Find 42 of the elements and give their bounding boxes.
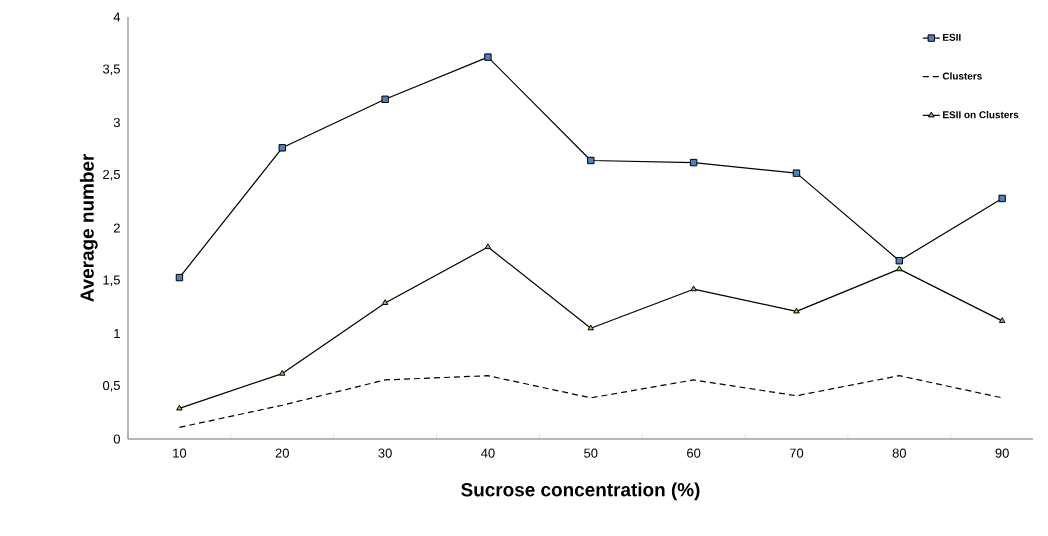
point — [484, 243, 492, 250]
x-tick-label: 80 — [892, 448, 907, 458]
x-axis-title: Sucrose concentration (%) — [461, 482, 700, 501]
y-tick-label: 2,5 — [103, 169, 120, 181]
x-tick-label: 50 — [584, 448, 598, 458]
point — [278, 369, 286, 376]
x-tick-label: 40 — [481, 448, 495, 458]
point — [998, 194, 1006, 203]
x-tick-label: 90 — [995, 448, 1009, 458]
point — [896, 265, 903, 272]
x-tick-label: 10 — [173, 448, 187, 458]
y-tick-label: 1,5 — [103, 275, 120, 287]
point — [381, 299, 389, 305]
point — [690, 285, 697, 292]
point — [998, 317, 1006, 323]
point — [587, 324, 595, 331]
x-tick-label: 60 — [687, 448, 701, 458]
y-tick-label: 3 — [113, 117, 120, 128]
line-series — [178, 375, 1003, 428]
y-tick-label: 4 — [113, 12, 121, 22]
legend-label: ESII on Clusters — [943, 110, 1019, 119]
x-tick-label: 30 — [378, 448, 392, 458]
y-tick-label: 0 — [113, 434, 120, 444]
y-tick-label: 2 — [113, 223, 120, 233]
y-tick-label: 1 — [114, 329, 120, 338]
point — [484, 53, 492, 61]
point — [689, 158, 698, 167]
y-tick-label: 0,5 — [102, 380, 120, 392]
legend-label: ESII — [943, 33, 961, 41]
point — [175, 273, 184, 282]
point — [176, 404, 183, 411]
point — [792, 169, 801, 177]
point — [278, 144, 286, 152]
legend-label: Clusters — [942, 72, 982, 80]
point — [381, 95, 389, 103]
y-axis-title: Average number — [79, 153, 98, 302]
point — [793, 307, 800, 314]
x-tick-label: 70 — [789, 448, 804, 458]
point — [895, 257, 904, 265]
y-tick-label: 3,5 — [102, 64, 120, 76]
x-tick-label: 20 — [275, 448, 289, 458]
point — [587, 156, 595, 165]
